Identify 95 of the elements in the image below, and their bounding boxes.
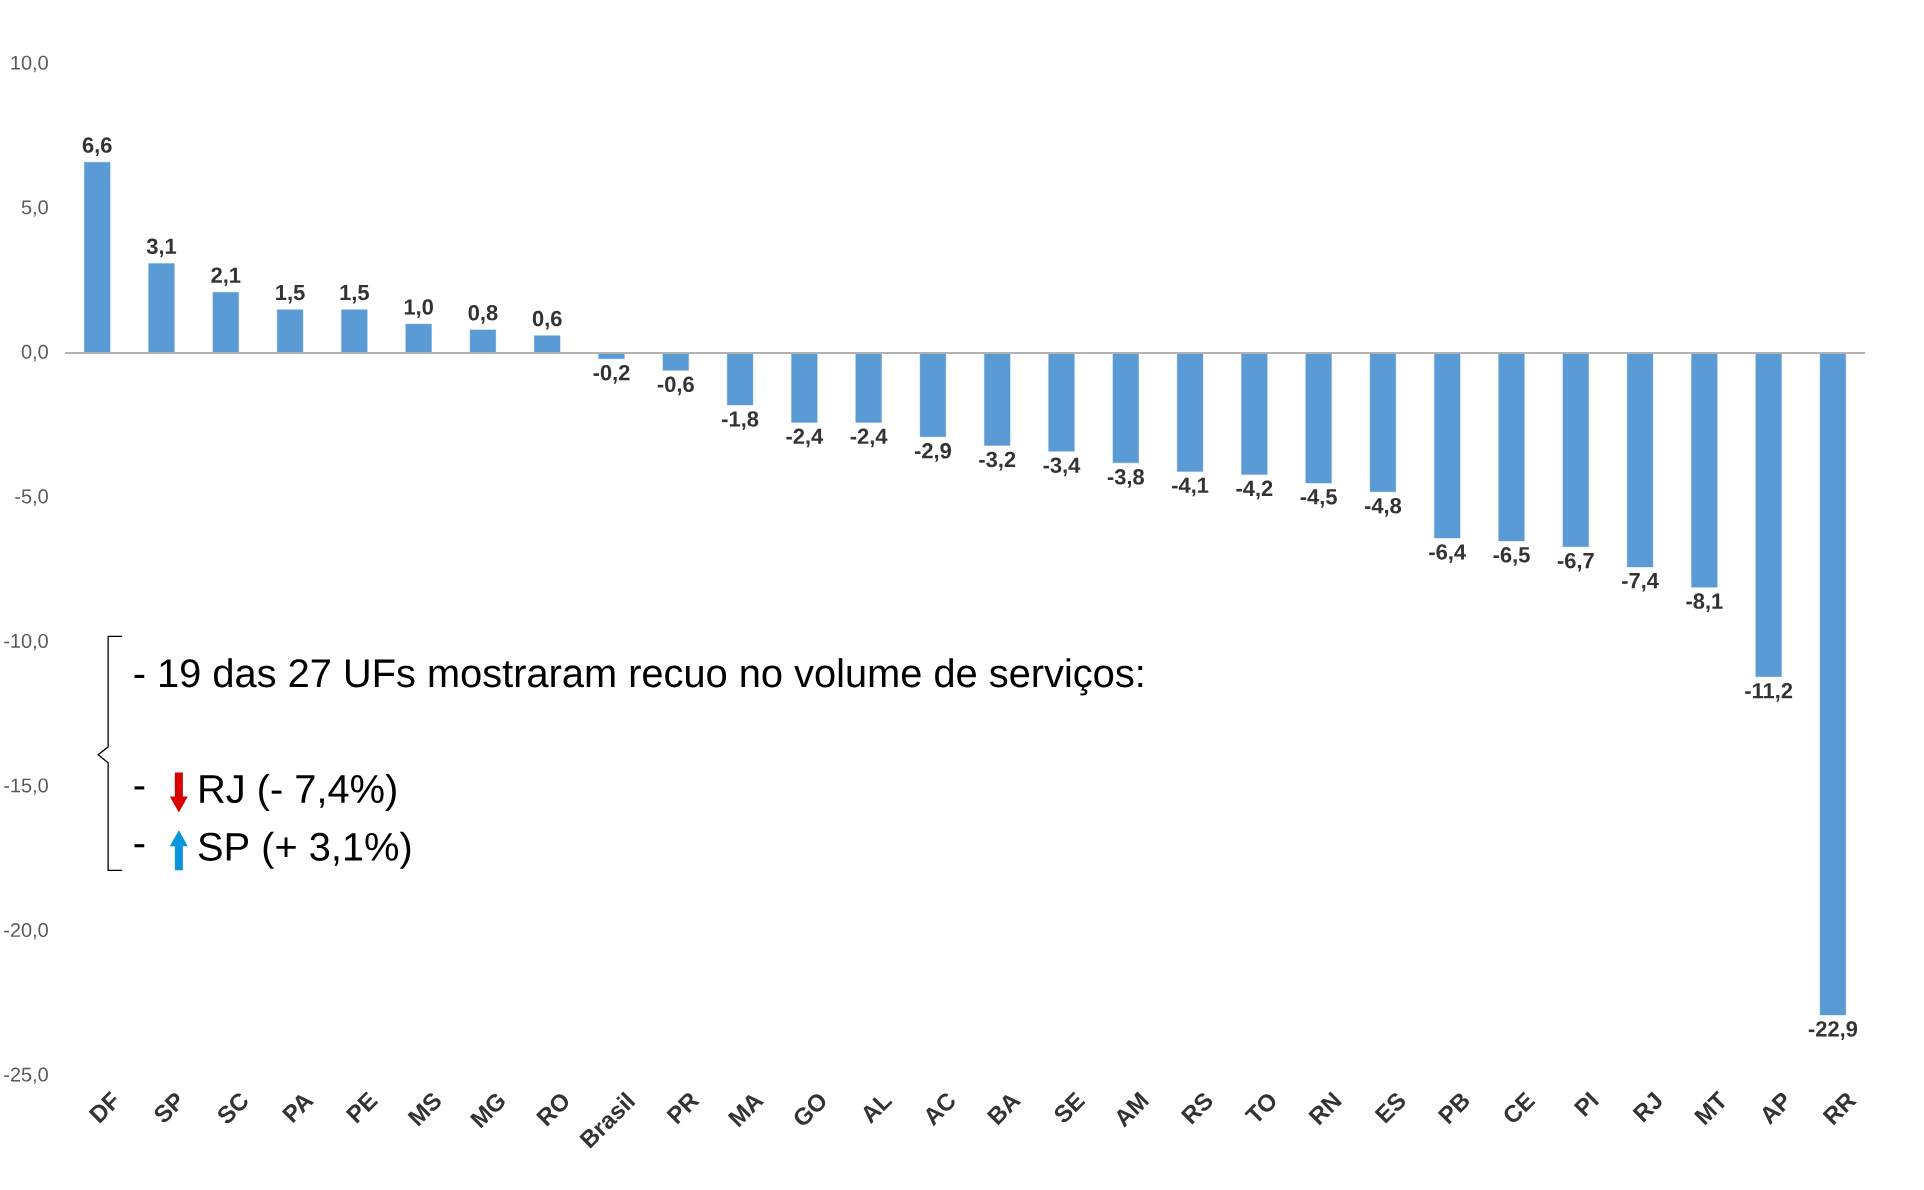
bar [405, 324, 432, 354]
data-label: -4,5 [1300, 489, 1337, 508]
x-tick-label: MA [727, 1095, 765, 1128]
y-tick-label: -20,0 [4, 923, 48, 940]
x-tick-label: AP [1762, 1093, 1787, 1126]
bar [1498, 353, 1525, 542]
x-tick-label: MT [1693, 1090, 1725, 1126]
x-tick-label: GO [794, 1094, 826, 1126]
x-tick-label: RS [1180, 1093, 1213, 1125]
bar [469, 329, 496, 354]
bar [1434, 353, 1461, 539]
x-tick-label: CE [1504, 1091, 1536, 1123]
y-tick-label: 10,0 [11, 55, 48, 73]
data-label: -3,4 [1043, 457, 1081, 477]
data-label: -0,2 [593, 365, 630, 384]
y-tick-label: 5,0 [21, 200, 48, 217]
data-label: 1,0 [404, 299, 433, 319]
x-tick-label: ES [1374, 1093, 1405, 1124]
x-tick-label: PI [1573, 1091, 1600, 1118]
data-label: -2,4 [850, 428, 888, 448]
x-tick-label: AC [926, 1093, 955, 1127]
data-label: 1,5 [276, 285, 305, 304]
x-tick-label: MG [469, 1094, 505, 1129]
bar [919, 353, 946, 438]
data-label: -22,9 [1808, 1021, 1858, 1041]
bar [1177, 353, 1204, 472]
bar [984, 353, 1011, 446]
x-tick-label: DF [88, 1091, 117, 1124]
bar [1305, 353, 1332, 484]
data-label: -3,8 [1107, 469, 1144, 488]
annotation: - [134, 844, 145, 848]
x-tick-label: TO [1244, 1094, 1276, 1122]
bar [84, 162, 111, 354]
bar [341, 309, 368, 354]
bar [1241, 353, 1268, 475]
y-tick-label: -15,0 [4, 778, 48, 796]
data-label: -6,7 [1557, 553, 1594, 572]
data-label: -3,2 [979, 451, 1016, 471]
x-tick-label: AM [1117, 1091, 1150, 1129]
x-tick-label: PB [1437, 1093, 1469, 1125]
data-label: -4,2 [1236, 480, 1273, 500]
annotation: RJ (- 7,4%) [200, 774, 396, 812]
bar [855, 353, 882, 423]
data-label: -2,4 [786, 428, 824, 448]
x-tick-label: SP [154, 1093, 180, 1123]
data-label: 3,1 [146, 238, 177, 258]
y-tick-label: -25,0 [4, 1067, 48, 1085]
x-tick-label: SC [218, 1093, 248, 1124]
x-tick-label: RJ [1632, 1091, 1662, 1123]
y-tick-label: -5,0 [15, 489, 48, 506]
data-label: -6,4 [1429, 544, 1466, 564]
x-tick-label: RO [536, 1094, 569, 1127]
data-label: -6,5 [1493, 547, 1530, 566]
data-label: -7,4 [1622, 573, 1659, 592]
annotation: - 19 das 27 UFs mostraram recuo no volume de serviços: [134, 658, 1143, 696]
x-tick-label: RR [1822, 1093, 1858, 1126]
bar [1369, 353, 1396, 493]
bar [212, 292, 239, 354]
y-tick-label: -10,0 [4, 634, 48, 651]
bar [1755, 353, 1782, 678]
bar [148, 263, 175, 354]
bar [1691, 353, 1718, 588]
data-label: -11,2 [1745, 683, 1793, 702]
data-label: -0,6 [657, 376, 694, 396]
bar [791, 353, 818, 423]
x-tick-label: SE [1054, 1091, 1086, 1123]
x-tick-label: BA [986, 1095, 1022, 1126]
bar [1048, 353, 1075, 452]
data-label: -4,1 [1172, 477, 1209, 497]
data-label: -8,1 [1686, 593, 1723, 613]
x-tick-label: PA [281, 1095, 315, 1124]
bar [1627, 353, 1654, 568]
data-label: -2,9 [914, 443, 951, 462]
data-label: 6,6 [82, 137, 112, 157]
data-label: 0,6 [532, 310, 562, 330]
data-label: 0,8 [468, 305, 498, 324]
bar [277, 309, 304, 354]
x-tick-label: RN [1308, 1091, 1342, 1126]
bar [662, 353, 689, 371]
bar [534, 335, 561, 354]
y-tick-label: 0,0 [21, 344, 48, 362]
data-label: -4,8 [1364, 498, 1402, 517]
x-tick-label: MS [407, 1093, 441, 1127]
data-label: 2,1 [211, 267, 241, 287]
bar [1819, 353, 1846, 1016]
annotation: SP (+ 3,1%) [198, 831, 411, 869]
data-label: 1,5 [340, 285, 369, 304]
x-tick-label: AL [863, 1097, 893, 1125]
x-tick-label: PR [666, 1093, 700, 1125]
bar [1562, 353, 1589, 548]
bar [1112, 353, 1139, 464]
annotation: - [134, 786, 145, 790]
bar [727, 353, 754, 406]
data-label: -1,8 [722, 411, 759, 431]
x-tick-label: PE [345, 1091, 379, 1124]
